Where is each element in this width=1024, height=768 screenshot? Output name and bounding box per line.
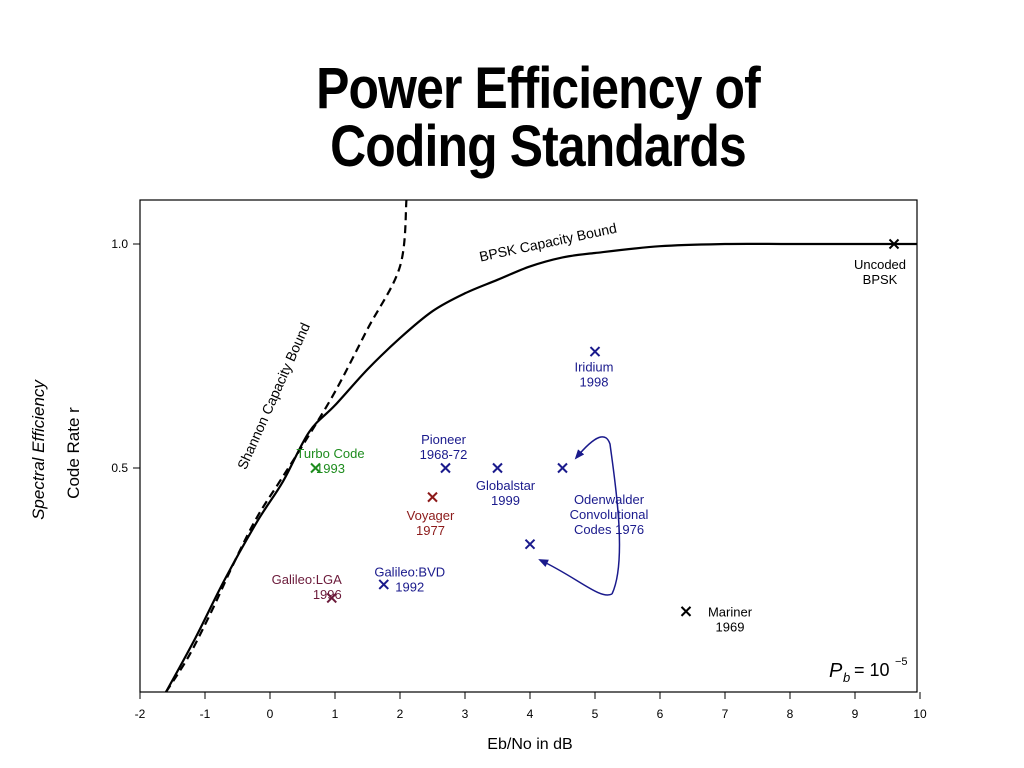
bit-error-annotation: P b = 10 −5 [829,656,908,685]
pb-symbol: P [829,660,843,682]
pb-subscript: b [843,670,850,685]
point-label: 1977 [416,523,445,538]
y-axis: 0.5 1.0 [111,237,140,475]
x-tick-label: 6 [657,707,664,721]
y-tick-label: 1.0 [111,237,128,251]
x-tick-label: 10 [913,707,927,721]
slide-title-line-1: Power Efficiency of [316,56,761,121]
x-tick-label: 9 [852,707,859,721]
point-marker [310,462,321,474]
capacity-curves [165,200,917,692]
point-label: 1996 [313,587,342,602]
point-label: Uncoded [854,257,906,272]
point-marker [589,346,601,357]
odenwalder-group-label: Odenwalder Convolutional Codes 1976 [570,492,649,537]
point-label: 1993 [316,461,345,476]
point-odenwalder-1 [557,462,568,474]
x-tick-label: 8 [787,707,794,721]
point-label: 1998 [580,375,609,390]
point-label: BPSK [863,272,898,287]
x-axis-label: Eb/No in dB [487,736,572,753]
odenwalder-label-line-1: Odenwalder [574,492,645,507]
y-axis-label: Code Rate r [64,407,83,499]
point-label: Voyager [407,508,455,523]
x-axis: -2 -1 0 1 2 3 4 5 6 7 8 9 10 [135,692,927,721]
bpsk-bound-label: BPSK Capacity Bound [478,220,618,265]
slide-title: Power Efficiency of Coding Standards [75,60,1000,176]
y-tick-label: 0.5 [111,461,128,475]
point-marker [524,538,536,550]
point-label: 1999 [491,493,520,508]
point-marker [680,606,692,617]
point-label: Galileo:LGA [272,572,342,587]
point-label: Iridium [574,360,613,375]
bpsk-bound-curve [165,242,917,692]
point-label: Galileo:BVD [374,564,445,579]
point-label: Globalstar [476,478,536,493]
x-tick-label: 7 [722,707,729,721]
x-tick-label: 5 [592,707,599,721]
x-tick-label: -2 [135,707,146,721]
odenwalder-arrow-lower [538,559,613,596]
point-odenwalder-2 [524,538,536,550]
odenwalder-label-line-2: Convolutional [570,507,649,522]
slide-title-line-2: Coding Standards [330,114,747,179]
x-tick-label: 3 [462,707,469,721]
point-label: Turbo Code [296,446,364,461]
point-marker [427,491,438,503]
point-marker [326,592,337,604]
x-tick-label: -1 [200,707,211,721]
plot-frame [139,199,918,693]
y-axis-label-italic: Spectral Efficiency [29,379,48,520]
odenwalder-arrow-upper [574,436,621,595]
point-label: Mariner [708,604,753,619]
point-marker [378,579,389,590]
point-label: 1992 [395,579,424,594]
pb-equals-value: = 10 [854,660,890,680]
point-label: Pioneer [421,432,466,447]
point-marker [557,462,568,474]
x-tick-label: 1 [332,707,339,721]
point-marker [440,462,451,474]
x-tick-label: 4 [527,707,534,721]
odenwalder-label-line-3: Codes 1976 [574,522,644,537]
x-tick-label: 2 [397,707,404,721]
point-label: 1968-72 [420,447,468,462]
x-tick-label: 0 [267,707,274,721]
shannon-bound-curve [165,200,408,692]
point-marker [492,462,503,474]
point-marker [888,238,900,250]
pb-exponent: −5 [895,656,908,668]
point-label: 1969 [716,619,745,634]
